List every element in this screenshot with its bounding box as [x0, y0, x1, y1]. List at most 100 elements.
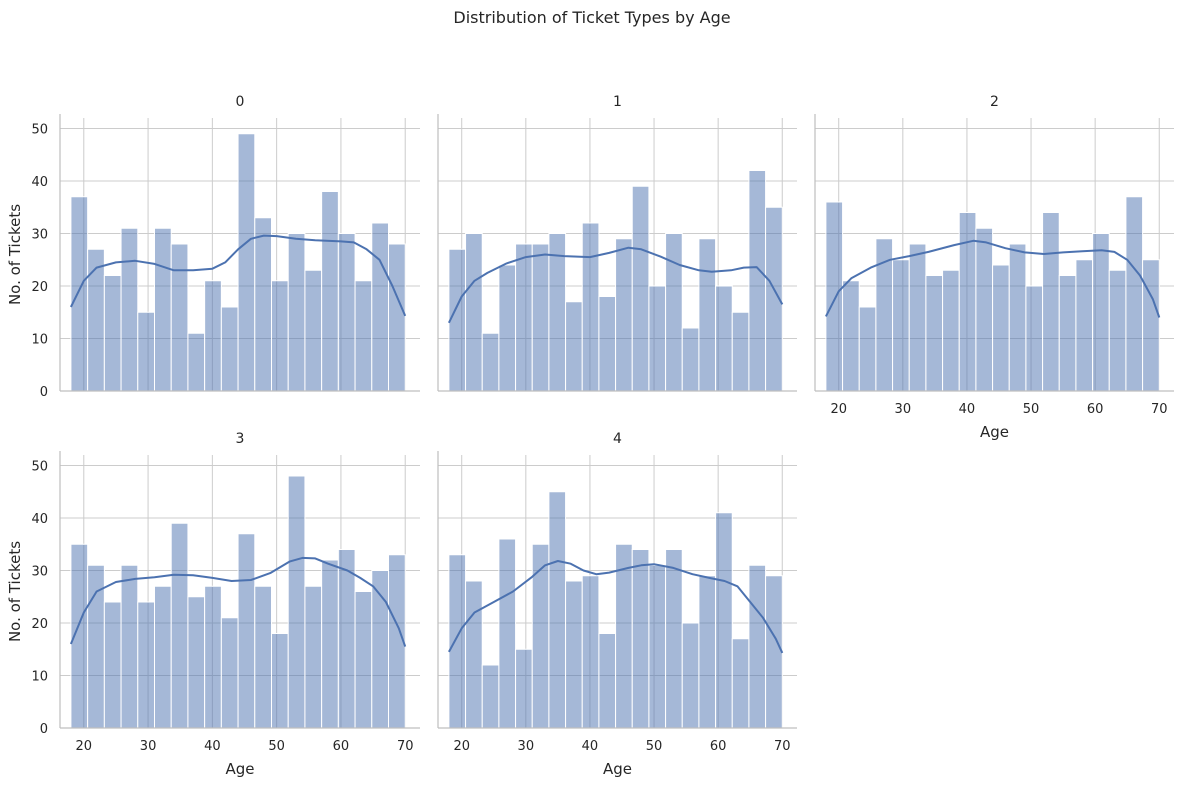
histogram-bar: [137, 601, 156, 729]
histogram-bar: [187, 596, 206, 729]
histogram-bar: [842, 280, 860, 392]
kde-curve: [448, 246, 784, 324]
histogram-bar: [120, 227, 139, 392]
histogram-bar: [87, 248, 105, 392]
histogram-bar: [598, 633, 617, 729]
histogram-bar: [1058, 275, 1077, 392]
chart-title: Distribution of Ticket Types by Age: [453, 8, 730, 27]
histogram-bar: [581, 575, 600, 729]
histogram-bar: [1108, 269, 1127, 392]
histogram-bar: [321, 559, 339, 729]
histogram-bar: [237, 533, 256, 729]
histogram-bar: [698, 575, 717, 729]
x-tick-label: 50: [646, 739, 663, 754]
histogram-bar: [254, 217, 273, 392]
histogram-bar: [1008, 243, 1027, 392]
x-tick-label: 60: [1087, 402, 1104, 417]
histogram-bar: [120, 564, 139, 729]
x-tick-label: 20: [830, 402, 847, 417]
y-axis-label: No. of Tickets: [6, 541, 24, 642]
histogram-bar: [548, 233, 567, 392]
histogram-bar: [992, 264, 1010, 392]
histogram-bar: [287, 475, 306, 729]
histogram-bar: [448, 554, 467, 729]
x-tick-label: 70: [774, 739, 791, 754]
histogram-bar: [170, 522, 189, 729]
histogram-bar: [1025, 285, 1044, 392]
y-tick-label: 30: [31, 228, 48, 243]
histogram-bar: [481, 332, 500, 392]
histogram-bar: [337, 549, 356, 729]
x-axis-label: Age: [980, 423, 1009, 441]
histogram-bar: [548, 491, 567, 729]
y-tick-label: 30: [31, 565, 48, 580]
x-tick-label: 60: [333, 739, 350, 754]
x-tick-label: 50: [1023, 402, 1040, 417]
histogram-bar: [321, 191, 339, 392]
panel-title: 1: [613, 94, 622, 110]
histogram-bar: [892, 259, 910, 392]
x-tick-label: 70: [397, 739, 414, 754]
kde-curve: [448, 560, 784, 654]
histogram-bar: [498, 538, 517, 729]
histogram-bar: [515, 243, 533, 392]
y-tick-label: 50: [31, 123, 48, 138]
histogram-bar: [304, 585, 323, 729]
histogram-bar: [254, 585, 273, 729]
kde-curve: [70, 234, 407, 317]
histogram-bar: [631, 185, 650, 392]
histogram-bar: [531, 243, 550, 392]
histogram-bar: [1092, 233, 1110, 392]
panel-title: 0: [236, 94, 245, 110]
histogram-bar: [103, 601, 122, 729]
histogram-bar: [715, 512, 733, 729]
y-tick-label: 10: [31, 333, 48, 348]
panel-title: 4: [613, 431, 622, 447]
histogram-bar: [858, 306, 877, 392]
histogram-bar: [354, 591, 373, 729]
histogram-bar: [498, 264, 517, 392]
x-tick-label: 30: [140, 739, 157, 754]
histogram-bar: [70, 196, 89, 392]
histogram-bar: [698, 238, 717, 392]
histogram-bar: [287, 233, 306, 392]
histogram-bar: [465, 580, 483, 729]
histogram-bar: [371, 222, 389, 392]
histogram-bar: [648, 564, 667, 729]
y-tick-label: 40: [31, 512, 48, 527]
histogram-bar: [354, 280, 373, 392]
histogram-bar: [271, 633, 289, 729]
histogram-bar: [304, 269, 323, 392]
panel-1: 1: [437, 94, 797, 392]
histogram-bar: [731, 311, 750, 392]
x-tick-label: 60: [710, 739, 727, 754]
histogram-bar: [715, 285, 733, 392]
x-axis-label: Age: [225, 760, 254, 778]
histogram-bar: [237, 133, 256, 392]
histogram-bar: [958, 212, 977, 392]
histogram-bar: [531, 543, 550, 729]
histogram-bar: [1042, 212, 1060, 392]
x-tick-label: 20: [453, 739, 470, 754]
histogram-bar: [615, 543, 633, 729]
x-tick-label: 30: [895, 402, 912, 417]
histogram-bar: [204, 280, 222, 392]
histogram-bar: [481, 664, 500, 729]
histogram-bar: [825, 201, 844, 392]
panel-4: 4 20 30 40 50 60 70 Age: [437, 431, 797, 778]
histogram-bar: [748, 170, 767, 392]
y-tick-label: 0: [40, 722, 48, 737]
histogram-bar: [942, 269, 960, 392]
histogram-bar: [1142, 259, 1160, 392]
histogram-bar: [665, 233, 683, 392]
y-axis-label: No. of Tickets: [6, 204, 24, 305]
panel-2: 2 20 30 40 50 60 70 Age: [814, 94, 1174, 441]
x-tick-label: 40: [959, 402, 976, 417]
x-tick-label: 40: [204, 739, 221, 754]
histogram-bar: [648, 285, 667, 392]
panel-title: 3: [236, 431, 245, 447]
histogram-bar: [337, 233, 356, 392]
kde-curve: [69, 556, 407, 647]
